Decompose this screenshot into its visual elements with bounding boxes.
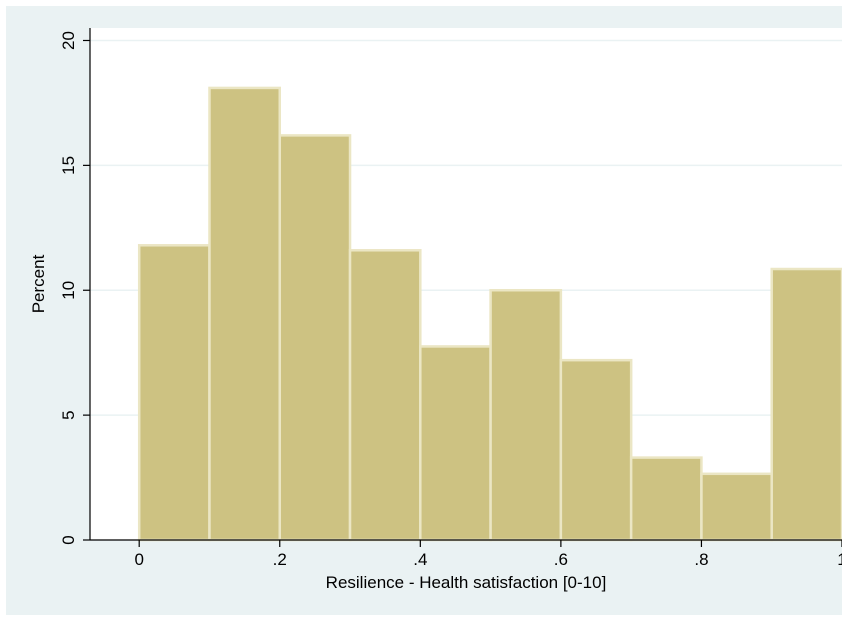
y-axis-ticks: 0 5 10 15 20 bbox=[59, 31, 90, 545]
histogram-chart: 0 5 10 15 20 0 .2 .4 .6 .8 1 Resilience - Health … bbox=[6, 6, 847, 615]
y-tick-label: 20 bbox=[59, 31, 78, 50]
x-tick-label: 0 bbox=[134, 550, 143, 569]
x-tick-label: .8 bbox=[694, 550, 708, 569]
chart-container: 0 5 10 15 20 0 .2 .4 .6 .8 1 Resilience - Health … bbox=[6, 6, 847, 615]
x-tick-label: .4 bbox=[413, 550, 427, 569]
histogram-bar bbox=[559, 358, 633, 542]
histogram-bar bbox=[770, 267, 844, 542]
x-tick-label: 1 bbox=[837, 550, 842, 569]
histogram-bar bbox=[629, 456, 703, 542]
histogram-bar bbox=[700, 472, 773, 542]
x-tick-label: .2 bbox=[273, 550, 287, 569]
histogram-bar bbox=[419, 345, 492, 542]
histogram-bar bbox=[137, 244, 211, 542]
y-tick-label: 0 bbox=[59, 535, 78, 544]
y-axis-label: Percent bbox=[29, 254, 48, 313]
y-tick-label: 10 bbox=[59, 281, 78, 300]
histogram-bar bbox=[208, 86, 282, 542]
histogram-bar bbox=[348, 249, 422, 542]
x-axis-label: Resilience - Health satisfaction [0-10] bbox=[326, 573, 607, 592]
y-tick-label: 5 bbox=[59, 410, 78, 419]
histogram-bar bbox=[489, 288, 563, 542]
axes bbox=[89, 28, 842, 541]
x-tick-label: .6 bbox=[554, 550, 568, 569]
y-tick-label: 15 bbox=[59, 156, 78, 175]
histogram-bar bbox=[278, 134, 352, 542]
